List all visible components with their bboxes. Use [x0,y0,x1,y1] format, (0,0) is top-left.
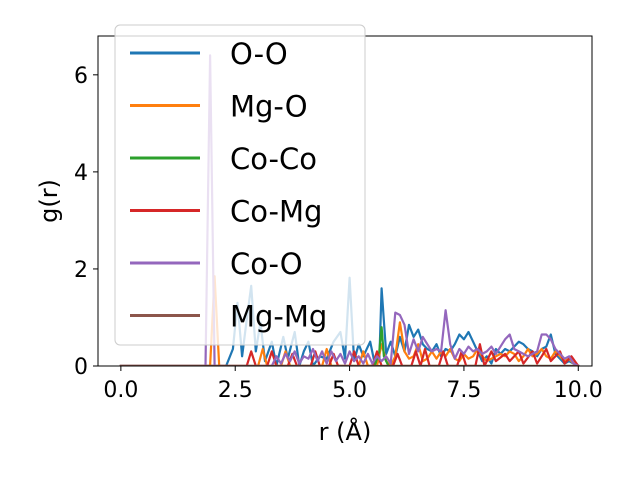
x-tick-label: 2.5 [218,378,253,403]
y-axis: 0 2 4 6 [74,64,98,380]
y-tick-label: 0 [74,355,88,380]
legend-label-o-o: O-O [230,37,288,71]
x-tick-label: 0.0 [103,378,138,403]
legend: O-O Mg-O Co-Co Co-Mg Co-O Mg-Mg [114,24,366,346]
x-axis: 0.0 2.5 5.0 7.5 10.0 [103,366,603,403]
legend-label-co-o: Co-O [230,247,303,281]
x-tick-label: 5.0 [332,378,367,403]
series-line-co-co [119,326,580,366]
legend-label-co-co: Co-Co [230,142,317,176]
legend-label-mg-mg: Mg-Mg [230,300,327,334]
x-tick-label: 7.5 [446,378,481,403]
y-tick-label: 6 [74,64,88,89]
x-axis-label: r (Å) [319,417,372,446]
y-tick-label: 2 [74,258,88,283]
legend-frame [114,24,366,346]
series-line-co-mg [119,343,580,366]
legend-label-mg-o: Mg-O [230,90,308,124]
series-line-co-o [119,54,580,366]
x-tick-label: 10.0 [554,378,603,403]
y-axis-label: g(r) [35,179,63,223]
legend-label-co-mg: Co-Mg [230,195,322,229]
y-tick-label: 4 [74,161,88,186]
